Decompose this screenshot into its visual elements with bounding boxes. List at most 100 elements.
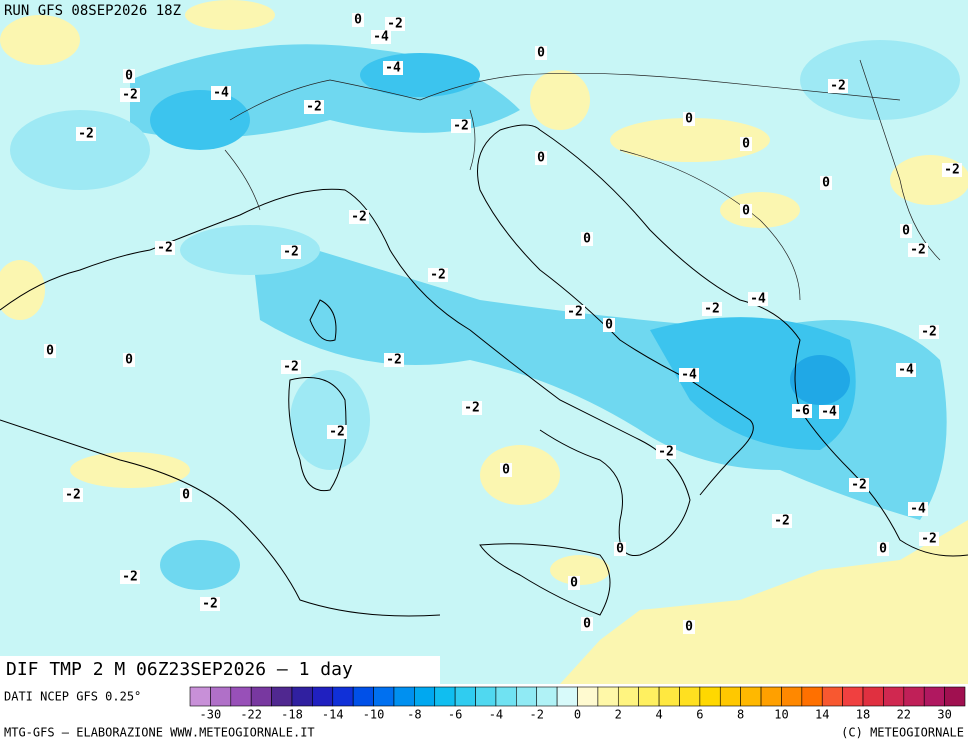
colorbar-swatch: [250, 686, 272, 707]
contour-label-box: [900, 224, 912, 238]
colorbar-swatch: [414, 686, 436, 707]
contour-label: -2: [386, 353, 402, 368]
colorbar-swatch: [291, 686, 313, 707]
colorbar-swatch: [658, 686, 680, 707]
map: 0 -2-400-4-2 -4-2-20-2-200-200-200-2 -2 -2-2…: [0, 0, 968, 684]
colorbar-label: 0: [574, 708, 581, 722]
colorbar-label: 18: [856, 708, 870, 722]
colorbar-swatch: [699, 686, 721, 707]
colorbar-label: 6: [696, 708, 703, 722]
contour-label-box: [120, 88, 140, 102]
contour-label: -2: [453, 119, 469, 134]
contour-label: -2: [567, 305, 583, 320]
map-title: DIF TMP 2 M 06Z23SEP2026 – 1 day: [6, 659, 353, 680]
contour-label-box: [581, 232, 593, 246]
contour-label-box: [702, 302, 722, 316]
colorbar-swatch: [373, 686, 395, 707]
contour-label: -4: [910, 502, 926, 517]
colorbar-label: -2: [529, 708, 543, 722]
contour-label: 0: [583, 617, 591, 632]
contour-label-box: [656, 445, 676, 459]
borders: [224, 59, 941, 301]
contour-label: -4: [821, 405, 837, 420]
contour-label: 0: [685, 112, 693, 127]
contour-label-box: [304, 100, 324, 114]
colorbar-swatch: [475, 686, 497, 707]
contour-label: -2: [387, 17, 403, 32]
contour-label-box: [383, 61, 403, 75]
contour-label: -2: [774, 514, 790, 529]
colorbar-label: 30: [937, 708, 951, 722]
colorbar-swatch: [944, 686, 966, 707]
contour-label: -2: [78, 127, 94, 142]
colorbar: -30 -22 -18 -14 -10 -8 -6 -4 -2 0 2 4 6 8 10 14 18 22 30: [189, 686, 966, 722]
contour-label: -4: [213, 86, 229, 101]
contour-label-box: [500, 463, 512, 477]
contour-label: -2: [464, 401, 480, 416]
colorbar-swatch: [821, 686, 843, 707]
contour-label-box: [820, 176, 832, 190]
colorbar-swatch: [679, 686, 701, 707]
colorbar-swatch: [271, 686, 293, 707]
contour-label-box: [792, 404, 812, 418]
contour-label: -4: [750, 292, 766, 307]
contour-label: -2: [830, 79, 846, 94]
contour-label-box: [281, 360, 301, 374]
contour-label-box: [565, 305, 585, 319]
contour-label: -2: [202, 597, 218, 612]
contour-label-box: [877, 542, 889, 556]
colorbar-swatch: [883, 686, 905, 707]
contour-label: 0: [583, 232, 591, 247]
contour-label-box: [535, 46, 547, 60]
colorbar-swatch: [189, 686, 211, 707]
contour-label: -4: [681, 368, 697, 383]
contour-label: -4: [385, 61, 401, 76]
contour-label-box: [919, 532, 939, 546]
colorbar-label: 2: [615, 708, 622, 722]
contour-label: 0: [742, 137, 750, 152]
copyright-label: (C) METEOGIORNALE: [841, 726, 964, 740]
contour-label-box: [740, 204, 752, 218]
contour-label-box: [428, 268, 448, 282]
contour-label-box: [740, 137, 752, 151]
colorbar-swatch: [781, 686, 803, 707]
contour-label-box: [581, 617, 593, 631]
contour-label: 0: [742, 204, 750, 219]
contour-label-box: [772, 514, 792, 528]
contour-label-box: [352, 13, 364, 27]
contour-label-box: [683, 620, 695, 634]
contour-label: 0: [537, 151, 545, 166]
contour-label: 0: [605, 318, 613, 333]
colorbar-swatch: [516, 686, 538, 707]
colorbar-swatch: [617, 686, 639, 707]
colorbar-swatch: [210, 686, 232, 707]
contour-label-box: [281, 245, 301, 259]
warm-anomaly-areas: [0, 0, 968, 684]
contour-label: 0: [685, 620, 693, 635]
contour-labels: 0 -2-400-4-2 -4-2-20-2-200-200-200-2 -2 -2-2…: [44, 13, 962, 635]
colorbar-label: 14: [815, 708, 829, 722]
contour-label: -2: [851, 478, 867, 493]
contour-label-box: [679, 368, 699, 382]
contour-label: 0: [125, 353, 133, 368]
colorbar-swatch: [597, 686, 619, 707]
contour-label-box: [327, 425, 347, 439]
contour-label-box: [614, 542, 626, 556]
colorbar-label: 4: [655, 708, 662, 722]
contour-label-box: [63, 488, 83, 502]
colorbar-swatch: [577, 686, 599, 707]
contour-label: -2: [122, 570, 138, 585]
contour-label-box: [384, 353, 404, 367]
colorbar-label: -10: [363, 708, 385, 722]
contour-label-box: [180, 488, 192, 502]
contour-label: -2: [921, 532, 937, 547]
contour-label-box: [385, 17, 405, 31]
colorbar-swatch: [801, 686, 823, 707]
colorbar-label: -4: [489, 708, 503, 722]
contour-label-box: [123, 353, 135, 367]
source-label: DATI NCEP GFS 0.25°: [4, 690, 141, 704]
contour-label-box: [683, 112, 695, 126]
colorbar-swatch: [556, 686, 578, 707]
colorbar-swatch: [352, 686, 374, 707]
